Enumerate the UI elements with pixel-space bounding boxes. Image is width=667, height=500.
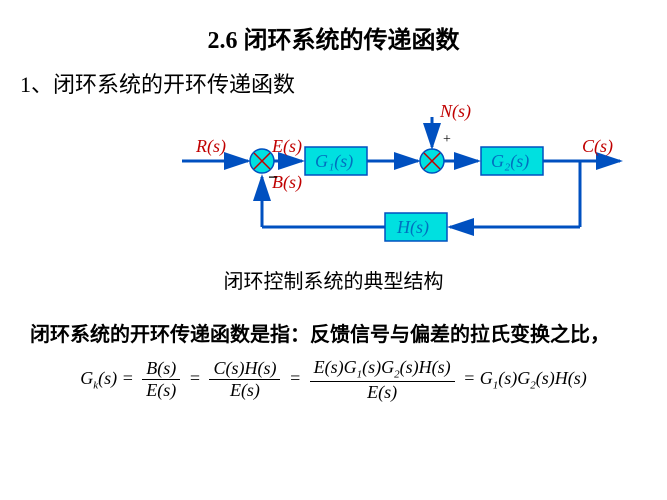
label-E: E(s) xyxy=(272,136,302,157)
definition-statement: 闭环系统的开环传递函数是指：反馈信号与偏差的拉氏变换之比， xyxy=(0,294,667,357)
diagram-caption: 闭环控制系统的典型结构 xyxy=(0,265,667,294)
label-minus: − xyxy=(268,167,278,188)
label-N: N(s) xyxy=(440,101,471,122)
label-G1: G₁(s) xyxy=(315,151,353,172)
label-R: R(s) xyxy=(196,136,226,157)
diagram-svg xyxy=(0,99,667,259)
equation-open-loop-tf: Gk(s) = B(s) E(s) = C(s)H(s) E(s) = E(s)… xyxy=(0,357,667,403)
section-subtitle: 1、闭环系统的开环传递函数 xyxy=(0,55,667,99)
block-diagram: R(s) E(s) B(s) N(s) C(s) + − G₁(s) G₂(s)… xyxy=(0,99,667,259)
label-H: H(s) xyxy=(397,217,429,238)
label-G2: G₂(s) xyxy=(491,151,529,172)
label-plus: + xyxy=(443,132,451,148)
page-title: 2.6 闭环系统的传递函数 xyxy=(0,0,667,55)
label-C: C(s) xyxy=(582,136,613,157)
